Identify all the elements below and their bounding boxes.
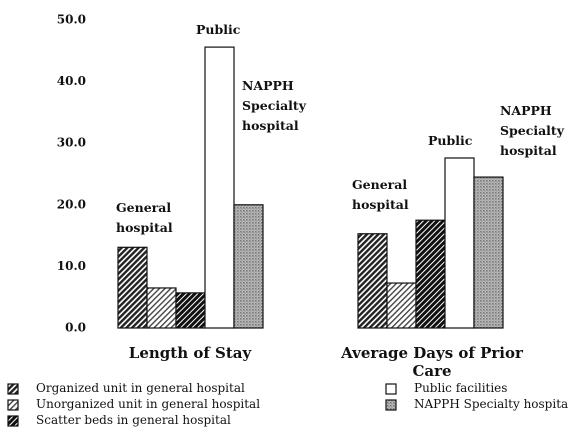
bar — [233, 204, 264, 329]
x-tick-label: Length of Stay — [128, 344, 252, 362]
bar — [473, 176, 504, 329]
legend-label: Unorganized unit in general hospital — [36, 397, 261, 411]
annotation: NAPPH Specialty hospital — [242, 78, 306, 133]
legend-swatch — [7, 383, 19, 395]
annotation: Public — [428, 133, 473, 148]
x-tick-label: Average Days of Prior Care — [341, 344, 523, 380]
bar — [204, 46, 235, 329]
annotation: General hospital — [116, 200, 173, 235]
bar — [117, 246, 148, 329]
legend-swatch — [385, 399, 397, 411]
bar — [386, 282, 417, 329]
legend-swatch — [7, 415, 19, 427]
bar — [444, 157, 475, 329]
bar — [415, 219, 446, 329]
y-tick-label: 0.0 — [65, 321, 86, 335]
y-tick-label: 10.0 — [57, 259, 86, 273]
legend-label: Organized unit in general hospital — [36, 381, 245, 395]
annotation: NAPPH Specialty hospital — [500, 103, 564, 158]
y-tick-label: 30.0 — [57, 136, 86, 150]
bar — [146, 287, 177, 329]
legend-swatch — [7, 399, 19, 411]
y-tick-label: 50.0 — [57, 13, 86, 27]
legend-label: Scatter beds in general hospital — [36, 413, 231, 427]
bar — [357, 233, 388, 329]
legend-label: NAPPH Specialty hospital — [414, 397, 568, 411]
y-tick-label: 40.0 — [57, 74, 86, 88]
bar — [175, 292, 206, 329]
annotation: Public — [196, 22, 241, 37]
y-tick-label: 20.0 — [57, 197, 86, 211]
legend-swatch — [385, 383, 397, 395]
legend-label: Public facilities — [414, 381, 508, 395]
annotation: General hospital — [352, 177, 409, 212]
